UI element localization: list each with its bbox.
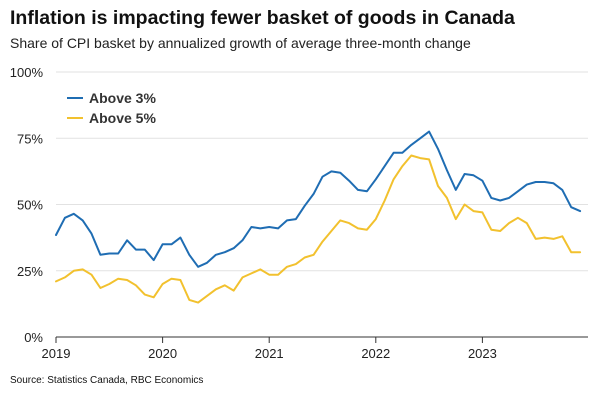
source-note: Source: Statistics Canada, RBC Economics: [10, 375, 204, 386]
x-tick-label: 2022: [361, 346, 390, 361]
axes: 0% 25% 50% 75% 100% 2019 2020 2021 2022 2023: [10, 65, 588, 361]
x-tick-label: 2020: [148, 346, 177, 361]
legend: Above 3% Above 5%: [67, 90, 156, 126]
y-tick-label: 75%: [17, 131, 43, 146]
gridlines: [56, 71, 588, 272]
series-lines: [55, 130, 582, 304]
series-line-above-5-percent: [55, 154, 582, 304]
chart-subtitle: Share of CPI basket by annualized growth…: [10, 35, 471, 51]
y-tick-label: 100%: [10, 65, 44, 80]
y-tick-label: 25%: [17, 264, 43, 279]
x-tick-label: 2023: [468, 346, 497, 361]
legend-label-above-5-percent: Above 5%: [89, 110, 156, 126]
y-tick-label: 50%: [17, 198, 43, 213]
chart-title: Inflation is impacting fewer basket of g…: [10, 7, 515, 29]
series-line-above-3-percent: [55, 130, 582, 268]
y-tick-label: 0%: [24, 330, 43, 345]
x-tick-label: 2019: [42, 346, 71, 361]
legend-label-above-3-percent: Above 3%: [89, 90, 156, 106]
x-tick-label: 2021: [255, 346, 284, 361]
